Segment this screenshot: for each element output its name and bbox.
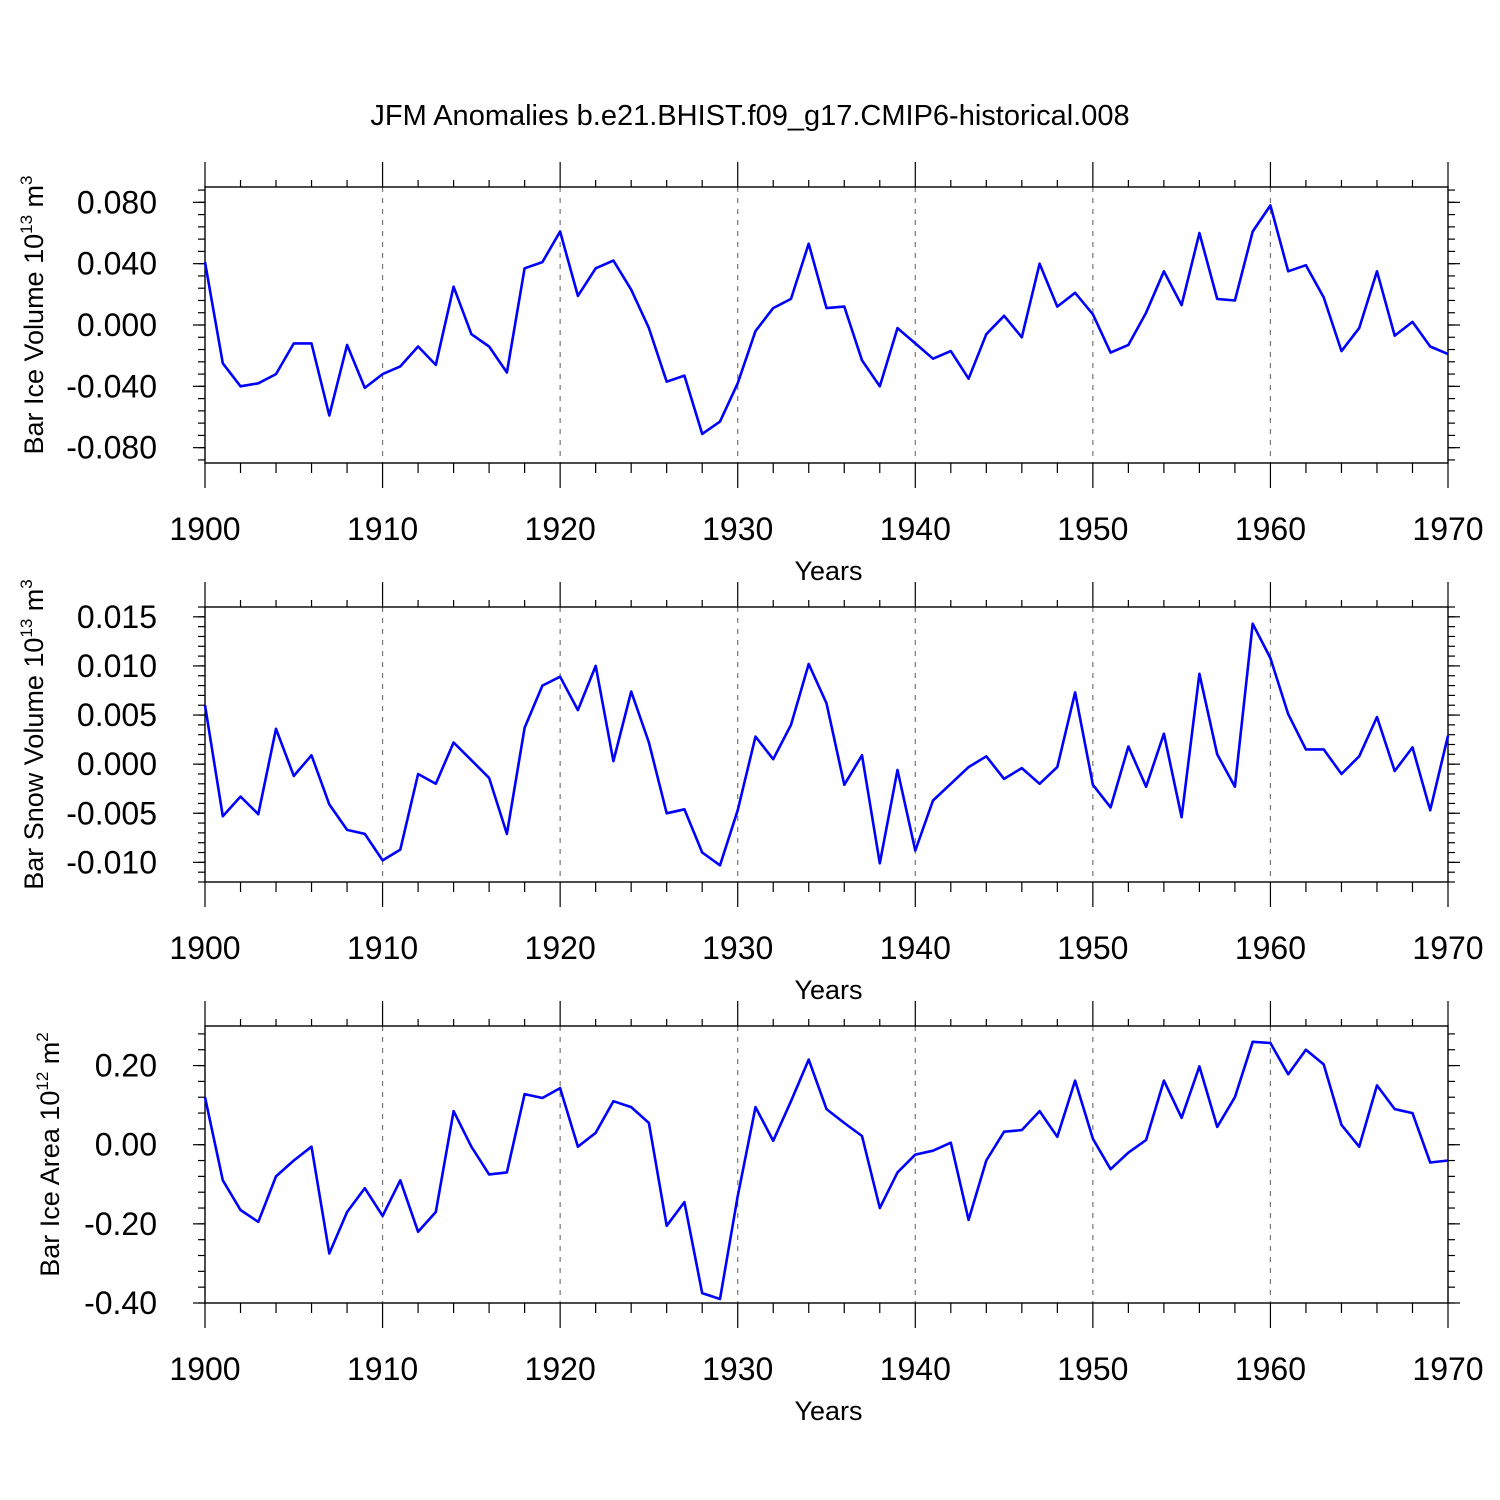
y-axis-label-text: Bar Ice Volume 10	[19, 234, 49, 455]
y-axis-label: Bar Ice Volume 1013 m3	[17, 175, 49, 454]
y-axis-label-unit-exponent: 3	[17, 175, 36, 184]
y-axis-label-exponent: 13	[17, 215, 36, 234]
y-axis-label-text: Bar Ice Area 10	[35, 1091, 65, 1277]
y-tick-label: 0.00	[95, 1127, 157, 1163]
y-tick-label: 0.20	[95, 1048, 157, 1084]
y-axis-label-unit-exponent: 3	[17, 579, 36, 588]
panel-snow-volume: 1900 1910 1920 1930 1940 1950 1960 1970 Years 0.0…	[17, 579, 1484, 1005]
y-tick-label: -0.40	[84, 1285, 157, 1321]
x-tick-label: 1940	[880, 930, 951, 966]
data-series-line	[203, 204, 1449, 436]
x-axis-label: Years	[794, 1396, 862, 1426]
chart-title: JFM Anomalies b.e21.BHIST.f09_g17.CMIP6-…	[370, 100, 1129, 132]
y-axis-label-exponent: 13	[17, 619, 36, 638]
y-tick-label: -0.20	[84, 1206, 157, 1242]
x-tick-label: 1920	[525, 930, 596, 966]
y-axis-label-unit: m	[19, 589, 49, 619]
x-tick-label: 1960	[1235, 511, 1306, 547]
y-axis-label: Bar Snow Volume 1013 m3	[17, 579, 49, 890]
y-tick-label: 0.005	[77, 697, 157, 733]
x-tick-label: 1900	[169, 511, 240, 547]
panel-ice-area: 1900 1910 1920 1930 1940 1950 1960 1970 Years 0.2…	[33, 1001, 1484, 1426]
x-tick-label: 1960	[1235, 930, 1306, 966]
y-axis-label-text: Bar Snow Volume 10	[19, 638, 49, 890]
y-tick-label: 0.080	[77, 184, 157, 220]
panel-ice-volume: 1900 1910 1920 1930 1940 1950 1960 1970 Years 0.0…	[17, 162, 1484, 586]
y-axis-label: Bar Ice Area 1012 m2	[33, 1032, 65, 1277]
y-axis-label-unit: m	[19, 185, 49, 215]
y-tick-label: -0.010	[66, 844, 157, 880]
x-tick-label: 1920	[525, 1351, 596, 1387]
x-tick-label: 1950	[1057, 511, 1128, 547]
x-tick-label: 1940	[880, 511, 951, 547]
x-tick-label: 1930	[702, 930, 773, 966]
x-tick-label: 1940	[880, 1351, 951, 1387]
y-tick-label: -0.005	[66, 795, 157, 831]
y-tick-label: 0.010	[77, 648, 157, 684]
y-tick-label: -0.040	[66, 368, 157, 404]
plot-frame	[204, 606, 1449, 883]
x-tick-label: 1910	[347, 1351, 418, 1387]
y-tick-label: 0.040	[77, 246, 157, 282]
y-axis-label-unit-exponent: 2	[33, 1032, 52, 1041]
x-tick-label: 1970	[1412, 930, 1483, 966]
y-tick-label: -0.080	[66, 430, 157, 466]
plot-frame	[204, 186, 1449, 464]
y-tick-label: 0.000	[77, 746, 157, 782]
data-series-line	[203, 622, 1450, 867]
x-tick-label: 1970	[1412, 1351, 1483, 1387]
x-tick-label: 1910	[347, 511, 418, 547]
x-tick-label: 1920	[525, 511, 596, 547]
x-tick-label: 1950	[1057, 1351, 1128, 1387]
x-tick-label: 1900	[169, 930, 240, 966]
x-tick-label: 1950	[1057, 930, 1128, 966]
plot-frame	[204, 1025, 1449, 1304]
y-tick-label: 0.015	[77, 599, 157, 635]
data-series-line	[203, 1040, 1449, 1301]
y-tick-label: 0.000	[77, 307, 157, 343]
x-axis-label: Years	[794, 556, 862, 586]
x-tick-label: 1960	[1235, 1351, 1306, 1387]
x-tick-label: 1900	[169, 1351, 240, 1387]
x-tick-label: 1970	[1412, 511, 1483, 547]
x-tick-label: 1930	[702, 1351, 773, 1387]
x-tick-label: 1930	[702, 511, 773, 547]
x-tick-label: 1910	[347, 930, 418, 966]
y-axis-label-exponent: 12	[33, 1072, 52, 1091]
y-axis-label-unit: m	[35, 1042, 65, 1072]
x-axis-label: Years	[794, 975, 862, 1005]
